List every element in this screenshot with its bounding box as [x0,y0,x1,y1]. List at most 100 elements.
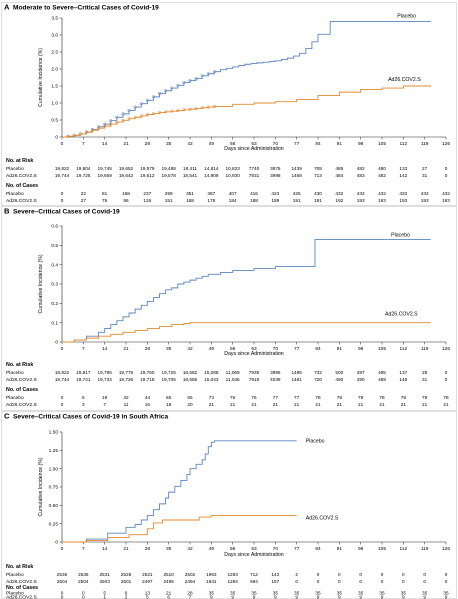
at-risk-value: 3998 [270,173,281,178]
censor-marker [139,102,143,106]
series-line-placebo [62,20,431,138]
cases-value: 35 [379,591,385,596]
x-tick-label: 112 [400,346,408,352]
at-risk-value: 7831 [249,173,260,178]
at-risk-value: 18,541 [183,173,198,178]
at-risk-value: 0 [423,572,426,577]
censor-marker [103,124,107,128]
x-tick-label: 28 [145,346,151,352]
x-tick-label: 7 [82,141,85,147]
at-risk-value: 2521 [142,572,153,577]
cases-value: 22 [81,191,87,196]
at-risk-row-label: Ad26.COV2.S [6,579,37,585]
censor-marker [139,114,143,118]
cases-value: 193 [357,198,365,203]
at-risk-value: 14,814 [204,166,219,171]
y-tick-label: 0.1 [51,320,58,326]
at-risk-row-label: Ad26.COV2.S [6,377,37,383]
at-risk-value: 4039 [270,377,281,382]
x-tick-label: 98 [358,346,364,352]
at-risk-value: 1468 [291,173,302,178]
cases-value: 191 [314,198,322,203]
x-tick-label: 70 [273,346,279,352]
x-tick-label: 56 [230,141,236,147]
at-risk-value: 19,822 [55,166,70,171]
at-risk-value: 2528 [121,572,132,577]
at-risk-value: 1941 [206,579,217,584]
at-risk-value: 29 [422,370,428,375]
y-tick-label: 1.0 [51,101,58,107]
x-tick-label: 28 [145,546,151,552]
censor-marker [157,91,162,96]
cases-value: 299 [165,191,173,196]
cases-value: 2 [125,595,128,599]
at-risk-value: 19,652 [119,166,134,171]
cases-value: 432 [378,191,386,196]
at-risk-value: 694 [250,579,258,584]
cases-row-label: Ad26.COV2.S [6,198,37,204]
cases-value: 0 [61,198,64,203]
at-risk-value: 0 [338,579,341,584]
y-tick-label: 1.25 [49,448,59,454]
at-risk-value: 485 [335,166,343,171]
cases-value: 21 [422,402,428,407]
cases-value: 21 [358,402,364,407]
at-risk-value: 482 [357,166,365,171]
at-risk-value: 27 [422,166,428,171]
at-risk-value: 142 [399,173,407,178]
x-tick-label: 49 [209,141,215,147]
at-risk-value: 0 [423,579,426,584]
cases-value: 21 [230,402,236,407]
cases-value: 425 [293,191,301,196]
x-axis-title: Days since Administration [224,552,284,558]
x-tick-label: 21 [123,546,129,552]
cases-value: 6 [125,591,128,596]
at-risk-value: 0 [402,579,405,584]
x-tick-label: 7 [82,346,85,352]
cases-value: 0 [82,591,85,596]
cases-row-label: Placebo [6,395,24,401]
censor-marker [109,119,113,123]
at-risk-value: 18,685 [183,377,198,382]
y-tick-label: 0.75 [49,485,59,491]
cases-value: 0 [61,591,64,596]
censor-marker [72,133,76,137]
cases-value: 96 [123,198,129,203]
panel-title-strip [2,412,456,422]
at-risk-value: 1439 [291,166,302,171]
cases-value: 21 [337,402,343,407]
cases-value: 9 [445,595,448,599]
cases-value: 192 [335,198,343,203]
censor-marker [200,106,204,110]
cases-value: 188 [250,198,258,203]
censor-marker [194,106,198,110]
y-axis-title: Cumulative Incidence (%) [38,254,44,313]
cases-value: 193 [399,198,407,203]
x-tick-label: 91 [337,346,343,352]
cases-value: 432 [335,191,343,196]
x-tick-label: 63 [251,346,257,352]
cases-value: 193 [421,198,429,203]
y-axis-title: Cumulative Incidence (%) [38,48,44,107]
at-risk-value: 2531 [99,572,110,577]
cases-value: 78 [379,395,385,400]
at-risk-value: 0 [359,579,362,584]
at-risk-table-header: No. at Risk [6,362,33,368]
x-tick-label: 112 [400,546,408,552]
at-risk-value: 19,760 [140,370,155,375]
at-risk-value: 19,642 [119,173,134,178]
x-tick-label: 77 [294,546,300,552]
x-tick-label: 105 [378,346,386,352]
at-risk-value: 19,578 [161,173,176,178]
at-risk-value: 19,817 [76,370,91,375]
at-risk-value: 11,046 [226,377,240,382]
at-risk-value: 2510 [163,572,174,577]
cases-value: 35 [251,591,257,596]
cases-value: 18 [102,395,108,400]
censor-marker [164,89,168,93]
x-tick-label: 42 [187,346,193,352]
censor-marker [170,86,174,90]
series-label-placebo: Placebo [306,438,325,444]
cases-value: 0 [61,191,64,196]
